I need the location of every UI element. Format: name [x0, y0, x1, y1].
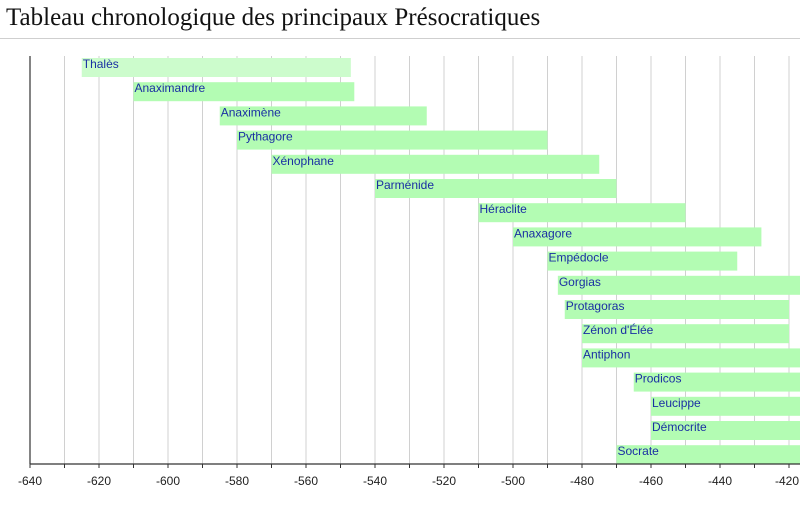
bar-label: Zénon d'Élée [583, 322, 654, 337]
title-divider [0, 38, 800, 39]
bar-label: Protagoras [566, 299, 625, 313]
bar [557, 275, 800, 295]
bar-label: Démocrite [652, 420, 707, 434]
bar-label: Xénophane [273, 154, 335, 168]
axis-layer: -640 -620 -600 -580 -560 -540 -520 -500 -480 -460… [18, 56, 800, 488]
bar-label: Pythagore [238, 130, 293, 144]
x-tick-label: -580 [225, 474, 249, 488]
bar [375, 179, 617, 198]
bar [616, 445, 800, 465]
bar-label: Héraclite [480, 202, 528, 216]
x-tick-label: -460 [639, 474, 663, 488]
bar [271, 154, 600, 174]
bar [651, 396, 800, 416]
x-tick-label: -500 [501, 474, 525, 488]
bar [582, 348, 800, 368]
chart-title: Tableau chronologique des principaux Pré… [6, 4, 541, 31]
x-tick-label: -420 [775, 474, 799, 488]
bar-label: Leucippe [652, 396, 701, 410]
bar-label: Parménide [376, 178, 434, 192]
x-tick-label: -540 [363, 474, 387, 488]
bar-label: Anaximandre [135, 81, 206, 95]
x-tick-label: -440 [708, 474, 732, 488]
bar [513, 227, 762, 247]
bar-label: Empédocle [549, 251, 609, 265]
bar [582, 324, 789, 344]
bar-label: Antiphon [583, 347, 630, 361]
x-tick-label: -620 [87, 474, 111, 488]
x-tick-label: -480 [570, 474, 594, 488]
bar-label: Anaximène [221, 105, 281, 119]
x-tick-label: -520 [432, 474, 456, 488]
bar-label: Gorgias [559, 275, 601, 289]
bar-label: Prodicos [635, 372, 682, 386]
bar [547, 251, 738, 271]
bar [81, 58, 351, 77]
bar [478, 203, 686, 223]
bar [564, 300, 789, 319]
bar [651, 421, 800, 440]
bar [219, 106, 427, 126]
x-tick-label: -560 [294, 474, 318, 488]
bar [133, 82, 355, 102]
x-tick-label: -640 [18, 474, 42, 488]
bar-layer: Thalès Anaximandre Anaximène Pythagore Xénop… [81, 57, 800, 465]
bar [237, 130, 548, 150]
bar-label: Anaxagore [514, 226, 572, 240]
bar [633, 372, 800, 392]
bar-label: Thalès [83, 57, 119, 71]
bar-label: Socrate [618, 444, 660, 458]
x-tick-label: -600 [156, 474, 180, 488]
